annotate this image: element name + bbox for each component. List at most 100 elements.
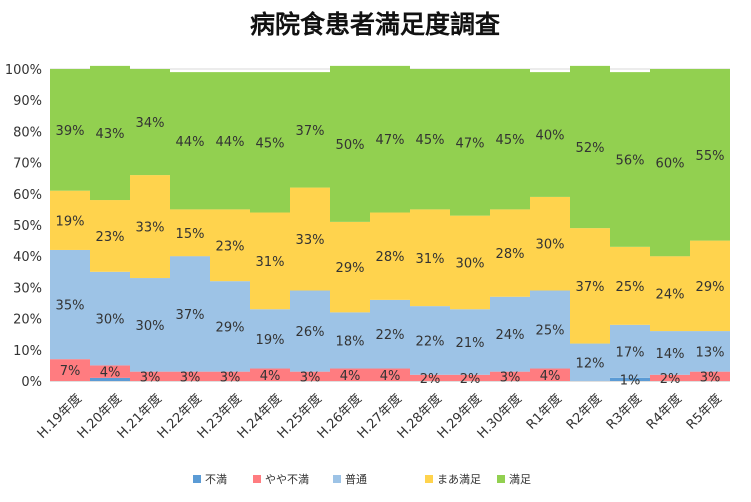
bar-segment (210, 209, 250, 282)
data-label: 47% (376, 133, 405, 148)
x-tick-label: H.30年度 (474, 391, 525, 442)
bar-segment (130, 371, 170, 381)
bar-segment (170, 209, 210, 257)
bar-segment (450, 374, 490, 381)
data-label: 52% (576, 141, 605, 156)
data-label: 3% (220, 370, 241, 385)
data-label: 33% (296, 233, 325, 248)
data-label: 28% (376, 250, 405, 265)
bar-segment (610, 324, 650, 378)
bar-segment (690, 240, 730, 332)
bar-segment (50, 249, 90, 360)
bar-segment (530, 368, 570, 381)
bar-segment (330, 65, 370, 222)
bar-segment (450, 215, 490, 310)
bar-segment (690, 371, 730, 381)
data-label: 56% (616, 153, 645, 168)
chart-title: 病院食患者満足度調査 (250, 10, 500, 39)
bar-segment (210, 281, 250, 372)
bar-segment (130, 278, 170, 372)
bar-segment (370, 212, 410, 300)
data-label: 3% (700, 370, 721, 385)
data-label: 4% (340, 369, 361, 384)
bar-segment (290, 187, 330, 291)
legend-swatch (425, 475, 433, 483)
bar-segment (210, 72, 250, 210)
legend-label: 不満 (205, 473, 227, 486)
bar-segment (290, 371, 330, 381)
data-label: 29% (216, 320, 245, 335)
y-tick-label: 40% (13, 250, 42, 265)
data-label: 7% (60, 364, 81, 379)
data-label: 44% (176, 135, 205, 150)
y-tick-label: 60% (13, 188, 42, 203)
bar-segment (610, 377, 650, 381)
data-label: 35% (56, 299, 85, 314)
bar-segment (450, 309, 490, 375)
data-label: 30% (456, 256, 485, 271)
bar-segment (330, 312, 370, 369)
data-label: 2% (460, 372, 481, 387)
data-label: 13% (696, 345, 725, 360)
y-tick-label: 90% (13, 94, 42, 109)
legend-label: まあ満足 (437, 473, 481, 486)
legend-swatch (497, 475, 505, 483)
bar-segment (170, 371, 210, 381)
bar-segment (690, 331, 730, 372)
bar-segment (490, 69, 530, 210)
data-label: 37% (296, 124, 325, 139)
legend-label: 普通 (345, 472, 367, 486)
data-label: 2% (420, 372, 441, 387)
data-label: 43% (96, 127, 125, 142)
bar-segment (370, 65, 410, 213)
bar-segment (530, 290, 570, 369)
data-label: 4% (380, 369, 401, 384)
data-label: 24% (496, 328, 525, 343)
data-label: 3% (300, 370, 321, 385)
bar-segment (250, 368, 290, 381)
y-tick-label: 20% (13, 313, 42, 328)
bar-segment (370, 299, 410, 369)
bar-segment (90, 271, 130, 366)
bar-segment (90, 65, 130, 201)
data-labels: 7% 35% 19% 39% 4% 30% 23% 43% 3% 30% 33% 34% 3% 37% 15… (56, 116, 725, 388)
data-label: 1% (620, 373, 641, 388)
bar-segment (130, 69, 170, 176)
data-label: 28% (496, 247, 525, 262)
legend-swatch (253, 475, 261, 483)
data-label: 21% (456, 336, 485, 351)
data-label: 22% (376, 328, 405, 343)
y-tick-label: 70% (13, 157, 42, 172)
bar-segment (170, 256, 210, 372)
data-label: 45% (496, 133, 525, 148)
data-label: 45% (416, 133, 445, 148)
x-tick-label: R4年度 (643, 391, 685, 433)
bar-segment (290, 72, 330, 188)
y-tick-label: 0% (21, 375, 42, 390)
bar-segment (410, 69, 450, 210)
data-label: 12% (576, 356, 605, 371)
data-label: 34% (136, 116, 165, 131)
data-label: 29% (696, 280, 725, 295)
legend: 不満 やや不満 普通 まあ満足 満足 (193, 472, 531, 486)
data-label: 30% (536, 238, 565, 253)
bar-segment (490, 209, 530, 297)
data-label: 26% (296, 325, 325, 340)
bar-segment (570, 65, 610, 229)
data-label: 3% (180, 370, 201, 385)
data-label: 2% (660, 372, 681, 387)
data-label: 4% (260, 369, 281, 384)
bar-segment (250, 309, 290, 369)
bar-segment (50, 359, 90, 381)
bar-segment (90, 200, 130, 272)
bar-segment (410, 374, 450, 381)
y-tick-label: 10% (13, 344, 42, 359)
data-label: 23% (216, 239, 245, 254)
data-label: 15% (176, 227, 205, 242)
bar-segment (50, 190, 90, 250)
data-label: 29% (336, 261, 365, 276)
bar-segment (650, 256, 690, 332)
data-label: 3% (500, 370, 521, 385)
